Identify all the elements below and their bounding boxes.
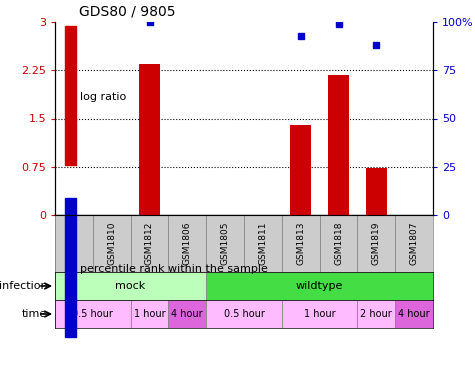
Bar [206,300,282,328]
Bar [65,26,76,165]
Text: time: time [22,309,48,319]
Bar [55,300,131,328]
Text: 1 hour: 1 hour [304,309,335,319]
Bar [65,198,76,337]
Bar [93,215,131,272]
Text: GSM1813: GSM1813 [296,222,305,265]
Text: 4 hour: 4 hour [398,309,430,319]
Text: 2 hour: 2 hour [361,309,392,319]
Text: wildtype: wildtype [296,281,343,291]
Bar [357,215,395,272]
Bar [395,300,433,328]
Text: GDS80 / 9805: GDS80 / 9805 [79,4,175,18]
Text: GSM1810: GSM1810 [107,222,116,265]
Text: GSM1804: GSM1804 [69,222,78,265]
Bar [282,300,357,328]
Text: GSM1807: GSM1807 [409,222,418,265]
Text: GSM1805: GSM1805 [220,222,229,265]
Bar [320,215,357,272]
Bar [395,215,433,272]
Bar [139,64,160,215]
Bar [357,300,395,328]
Bar [244,215,282,272]
Text: GSM1819: GSM1819 [372,222,381,265]
Text: GSM1806: GSM1806 [183,222,192,265]
Text: 0.5 hour: 0.5 hour [72,309,113,319]
Bar [206,272,433,300]
Bar [169,215,206,272]
Bar [290,125,311,215]
Text: GSM1812: GSM1812 [145,222,154,265]
Bar [55,215,93,272]
Text: log ratio: log ratio [80,92,126,102]
Bar [328,75,349,215]
Bar [131,215,169,272]
Text: percentile rank within the sample: percentile rank within the sample [80,264,267,274]
Text: 0.5 hour: 0.5 hour [224,309,265,319]
Bar [55,272,206,300]
Bar [206,215,244,272]
Bar [131,300,169,328]
Bar [366,168,387,215]
Text: infection: infection [0,281,48,291]
Text: mock: mock [115,281,146,291]
Text: GSM1811: GSM1811 [258,222,267,265]
Text: 1 hour: 1 hour [133,309,165,319]
Bar [169,300,206,328]
Text: GSM1818: GSM1818 [334,222,343,265]
Text: 4 hour: 4 hour [171,309,203,319]
Bar [282,215,320,272]
